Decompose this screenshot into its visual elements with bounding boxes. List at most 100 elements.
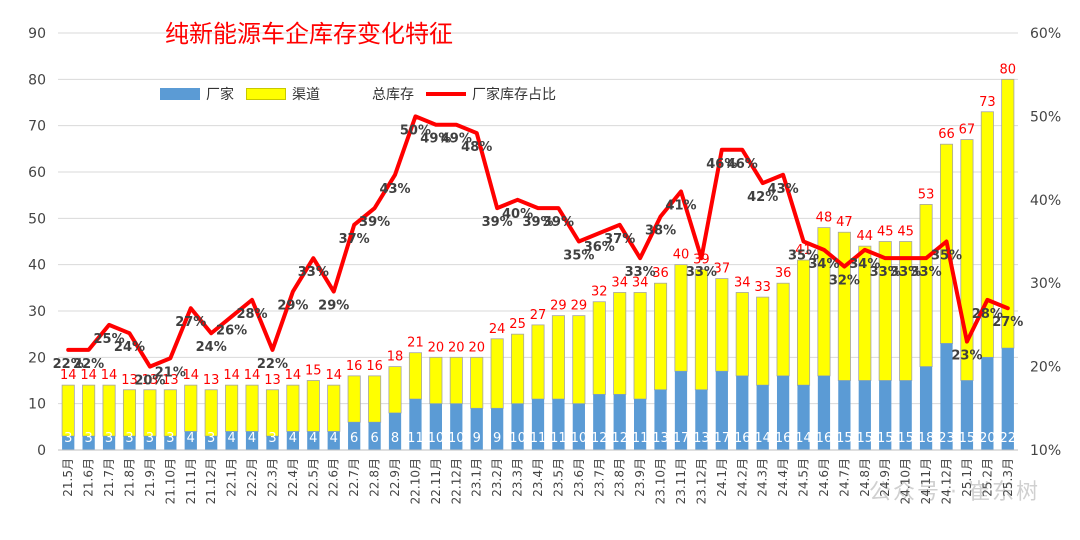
- y-right-tick-label: 20%: [1030, 360, 1061, 376]
- label-factory-value: 16: [734, 431, 751, 446]
- bar-channel: [408, 352, 422, 400]
- label-factory-value: 17: [673, 431, 690, 446]
- bar-factory: [797, 385, 810, 450]
- bar-factory: [388, 412, 402, 450]
- label-total-value: 18: [387, 350, 404, 365]
- bar-factory: [919, 366, 933, 450]
- x-tick-label: 24.9月: [878, 458, 892, 497]
- label-factory-value: 16: [816, 431, 833, 446]
- label-factory-value: 15: [836, 431, 853, 446]
- x-tick-label: 24.5月: [797, 458, 811, 497]
- label-factory-value: 8: [391, 431, 399, 446]
- label-ratio-value: 29%: [318, 299, 349, 314]
- bar-channel: [122, 389, 137, 437]
- bar-factory: [82, 436, 95, 450]
- legend-item-total: 总库存: [372, 84, 414, 104]
- label-total-value: 39: [693, 252, 710, 267]
- bar-channel: [960, 139, 974, 381]
- bar-factory: [348, 422, 361, 450]
- bar-factory: [429, 403, 442, 450]
- bar-channel: [674, 264, 688, 372]
- bar-channel: [776, 282, 790, 377]
- label-factory-value: 12: [591, 431, 608, 446]
- bar-channel: [347, 375, 361, 423]
- bar-channel: [306, 380, 320, 432]
- label-total-value: 29: [571, 299, 588, 314]
- x-tick-label: 23.6月: [572, 458, 586, 497]
- bar-channel: [429, 356, 443, 405]
- x-tick-label: 23.4月: [531, 458, 545, 497]
- x-tick-label: 24.6月: [817, 458, 831, 497]
- label-total-value: 14: [182, 368, 199, 383]
- bar-factory: [613, 394, 626, 450]
- x-tick-label: 22.4月: [286, 458, 300, 497]
- bar-channel: [715, 278, 729, 372]
- label-total-value: 16: [366, 359, 383, 374]
- x-tick-label: 23.8月: [613, 458, 627, 497]
- bar-channel: [490, 338, 504, 409]
- legend-label-ratio: 厂家库存占比: [472, 87, 556, 103]
- bar-factory: [1001, 348, 1014, 450]
- label-total-value: 45: [877, 225, 894, 240]
- x-tick-label: 23.5月: [551, 458, 565, 497]
- x-tick-label: 23.12月: [694, 458, 708, 504]
- label-ratio-value: 48%: [461, 140, 492, 155]
- label-factory-value: 6: [350, 431, 358, 446]
- y-left-tick-label: 40: [28, 258, 46, 274]
- label-ratio-value: 40%: [502, 207, 533, 222]
- label-total-value: 13: [203, 373, 220, 388]
- label-ratio-value: 33%: [686, 265, 717, 280]
- label-ratio-value: 28%: [972, 307, 1003, 322]
- label-ratio-value: 35%: [788, 249, 819, 264]
- label-total-value: 66: [938, 127, 955, 142]
- bar-channel: [878, 241, 892, 381]
- label-total-value: 37: [714, 262, 731, 277]
- x-tick-label: 24.1月: [715, 458, 729, 497]
- label-factory-value: 10: [571, 431, 588, 446]
- label-total-value: 14: [60, 368, 77, 383]
- label-total-value: 20: [448, 340, 465, 355]
- label-ratio-value: 24%: [196, 340, 227, 355]
- label-ratio-value: 46%: [727, 157, 758, 172]
- bar-factory: [776, 375, 790, 450]
- y-left-tick-label: 50: [28, 211, 46, 227]
- bar-factory: [62, 436, 75, 450]
- x-tick-label: 24.10月: [899, 458, 913, 504]
- label-total-value: 14: [325, 368, 342, 383]
- label-ratio-value: 22%: [73, 357, 104, 372]
- label-total-value: 14: [101, 368, 118, 383]
- label-factory-value: 11: [530, 431, 547, 446]
- label-factory-value: 15: [857, 431, 874, 446]
- label-ratio-value: 39%: [359, 215, 390, 230]
- bar-channel: [265, 389, 279, 437]
- x-tick-label: 21.10月: [163, 458, 177, 504]
- label-total-value: 29: [550, 299, 567, 314]
- label-total-value: 40: [673, 248, 690, 263]
- label-ratio-value: 39%: [482, 215, 513, 230]
- legend: 厂家 渠道 总库存 厂家库存占比: [160, 84, 568, 104]
- label-ratio-value: 35%: [931, 249, 962, 264]
- label-factory-value: 3: [84, 431, 92, 446]
- x-tick-label: 24.11月: [919, 458, 933, 504]
- label-factory-value: 20: [979, 431, 996, 446]
- label-total-value: 45: [897, 225, 914, 240]
- x-tick-label: 22.1月: [225, 458, 239, 497]
- label-total-value: 14: [80, 368, 97, 383]
- label-factory-value: 15: [897, 431, 914, 446]
- label-factory-value: 11: [632, 431, 649, 446]
- bar-factory: [858, 380, 871, 450]
- bar-factory: [981, 357, 994, 450]
- bar-factory: [266, 436, 279, 450]
- bar-factory: [409, 399, 422, 450]
- bar-factory: [450, 403, 463, 450]
- label-total-value: 36: [652, 266, 669, 281]
- bar-factory: [368, 422, 381, 450]
- label-ratio-value: 39%: [522, 215, 553, 230]
- label-factory-value: 3: [207, 431, 215, 446]
- label-factory-value: 16: [775, 431, 792, 446]
- bar-channel: [82, 384, 96, 437]
- bar-factory: [879, 380, 892, 450]
- label-factory-value: 4: [227, 431, 235, 446]
- label-total-value: 14: [285, 368, 302, 383]
